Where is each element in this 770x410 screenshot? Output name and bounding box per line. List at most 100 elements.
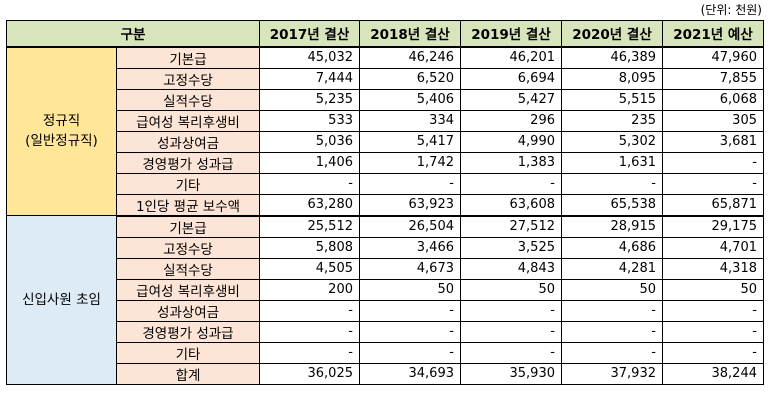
value-cell: 46,246 xyxy=(359,46,461,69)
row-item-label: 기타 xyxy=(116,341,260,364)
value-cell: - xyxy=(259,320,360,343)
value-cell: 3,466 xyxy=(359,236,461,259)
year-header: 2020년 결산 xyxy=(561,20,663,48)
value-cell: 6,520 xyxy=(359,67,461,90)
table-body: 정규직 (일반정규직) 기본급 45,032 46,246 46,201 46,389 47,… xyxy=(6,46,764,385)
row-item-label: 실적수당 xyxy=(116,257,260,280)
value-cell: 6,694 xyxy=(460,67,562,90)
value-cell: 5,302 xyxy=(561,130,663,153)
value-cell: 7,444 xyxy=(259,67,360,90)
row-item-label: 성과상여금 xyxy=(116,299,260,322)
row-item-label: 기본급 xyxy=(116,215,260,238)
value-cell: 50 xyxy=(561,278,663,301)
year-header: 2021년 예산 xyxy=(662,20,764,48)
value-cell: 6,068 xyxy=(662,88,764,111)
value-cell: 5,406 xyxy=(359,88,461,111)
value-cell: - xyxy=(662,172,764,195)
table-row: 신입사원 초임 기본급 25,512 26,504 27,512 28,915 29,175 xyxy=(6,215,764,385)
value-cell: 1,383 xyxy=(460,151,562,174)
value-cell: - xyxy=(561,172,663,195)
row-item-label: 고정수당 xyxy=(116,67,260,90)
category-header: 구분 xyxy=(6,20,260,48)
value-cell: 1,742 xyxy=(359,151,461,174)
row-item-label: 기타 xyxy=(116,172,260,195)
value-cell: - xyxy=(359,320,461,343)
row-item-label: 기본급 xyxy=(116,46,260,69)
value-cell: 334 xyxy=(359,109,461,132)
value-cell: 296 xyxy=(460,109,562,132)
value-cell: 4,281 xyxy=(561,257,663,280)
value-cell: - xyxy=(460,320,562,343)
group-label-line: 신입사원 초임 xyxy=(22,291,101,308)
value-cell: 235 xyxy=(561,109,663,132)
value-cell: 5,808 xyxy=(259,236,360,259)
value-cell: 8,095 xyxy=(561,67,663,90)
table-row: 정규직 (일반정규직) 기본급 45,032 46,246 46,201 46,389 47,… xyxy=(6,46,764,216)
value-cell: 4,701 xyxy=(662,236,764,259)
value-cell: 4,673 xyxy=(359,257,461,280)
value-cell: 29,175 xyxy=(662,215,764,238)
value-cell: - xyxy=(460,172,562,195)
table-row: 고정수당 7,444 6,520 6,694 8,095 7,855 xyxy=(7,67,764,90)
table-row: 성과상여금 5,036 5,417 4,990 5,302 3,681 xyxy=(7,130,764,153)
value-cell: 36,025 xyxy=(259,362,360,385)
table-row: 실적수당 4,505 4,673 4,843 4,281 4,318 xyxy=(7,257,764,280)
value-cell: - xyxy=(561,341,663,364)
row-item-label: 실적수당 xyxy=(116,88,260,111)
value-cell: 46,389 xyxy=(561,46,663,69)
table-row: 1인당 평균 보수액 63,280 63,923 63,608 65,538 65,871 xyxy=(7,193,764,217)
value-cell: 4,843 xyxy=(460,257,562,280)
value-cell: 4,990 xyxy=(460,130,562,153)
value-cell: - xyxy=(662,341,764,364)
salary-table: 구분 2017년 결산 2018년 결산 2019년 결산 2020년 결산 2… xyxy=(6,20,764,385)
value-cell: - xyxy=(259,299,360,322)
value-cell: - xyxy=(259,172,360,195)
value-cell: 1,406 xyxy=(259,151,360,174)
group-label: 정규직 (일반정규직) xyxy=(6,46,117,216)
value-cell: - xyxy=(662,320,764,343)
value-cell: 5,036 xyxy=(259,130,360,153)
value-cell: - xyxy=(460,299,562,322)
value-cell: - xyxy=(662,151,764,174)
value-cell: 65,538 xyxy=(561,193,663,217)
value-cell: - xyxy=(662,299,764,322)
row-item-label: 급여성 복리후생비 xyxy=(116,109,260,132)
row-item-label: 합계 xyxy=(116,362,260,385)
table-row: 급여성 복리후생비 533 334 296 235 305 xyxy=(7,109,764,132)
value-cell: 4,686 xyxy=(561,236,663,259)
table-row: 실적수당 5,235 5,406 5,427 5,515 6,068 xyxy=(7,88,764,111)
table-row: 기타 - - - - - xyxy=(7,172,764,195)
year-header: 2018년 결산 xyxy=(359,20,461,48)
value-cell: - xyxy=(359,172,461,195)
group-label: 신입사원 초임 xyxy=(6,215,117,385)
table-row: 고정수당 5,808 3,466 3,525 4,686 4,701 xyxy=(7,236,764,259)
value-cell: - xyxy=(359,341,461,364)
table-row: 기타 - - - - - xyxy=(7,341,764,364)
table-row: 경영평가 성과급 1,406 1,742 1,383 1,631- xyxy=(7,151,764,174)
value-cell: 305 xyxy=(662,109,764,132)
year-header: 2017년 결산 xyxy=(259,20,360,48)
value-cell: - xyxy=(561,320,663,343)
value-cell: 50 xyxy=(460,278,562,301)
group-label-line: (일반정규직) xyxy=(25,133,98,150)
row-item-label: 급여성 복리후생비 xyxy=(116,278,260,301)
value-cell: 26,504 xyxy=(359,215,461,238)
value-cell: 63,923 xyxy=(359,193,461,217)
value-cell: 200 xyxy=(259,278,360,301)
year-header: 2019년 결산 xyxy=(460,20,562,48)
table-row: 합계 36,025 34,693 35,930 37,932 38,244 xyxy=(7,362,764,385)
value-cell: 34,693 xyxy=(359,362,461,385)
value-cell: 3,525 xyxy=(460,236,562,259)
table-row: 급여성 복리후생비 200 50 50 50 50 xyxy=(7,278,764,301)
value-cell: 63,608 xyxy=(460,193,562,217)
table-row: 경영평가 성과급 - - - - - xyxy=(7,320,764,343)
value-cell: - xyxy=(259,341,360,364)
row-item-label: 성과상여금 xyxy=(116,130,260,153)
value-cell: 1,631 xyxy=(561,151,663,174)
value-cell: 25,512 xyxy=(259,215,360,238)
row-item-label: 고정수당 xyxy=(116,236,260,259)
value-cell: 5,417 xyxy=(359,130,461,153)
value-cell: 37,932 xyxy=(561,362,663,385)
value-cell: 4,318 xyxy=(662,257,764,280)
group-label-line: 정규직 xyxy=(42,113,81,130)
